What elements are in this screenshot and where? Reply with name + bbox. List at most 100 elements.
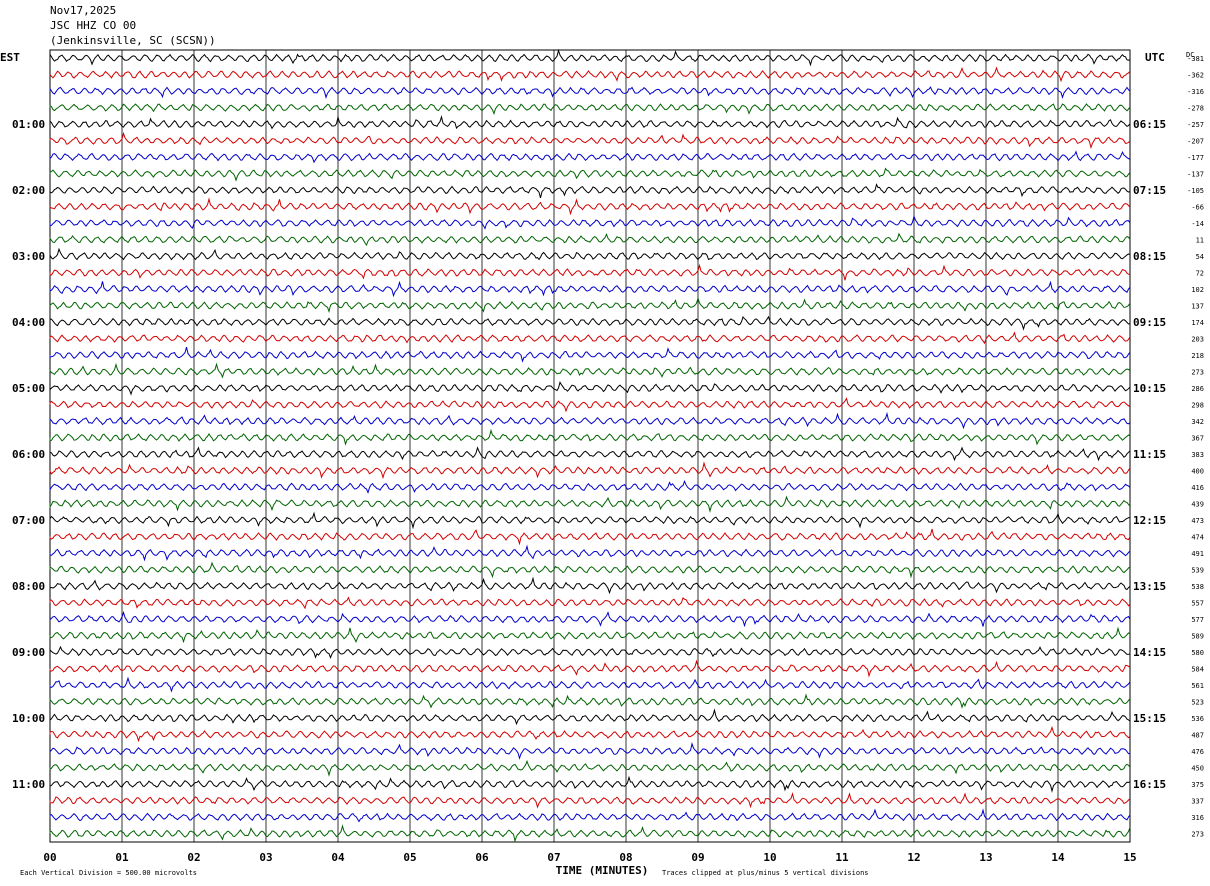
- dc-header-label: DC: [1186, 51, 1194, 59]
- dc-offset-label: 580: [1191, 649, 1204, 657]
- dc-offset-label: 450: [1191, 765, 1204, 773]
- utc-hour-label: 13:15: [1133, 580, 1166, 593]
- dc-offset-label: 273: [1191, 369, 1204, 377]
- seismic-trace: [49, 544, 1131, 562]
- dc-offset-label: 174: [1191, 319, 1204, 327]
- seismic-trace: [49, 362, 1131, 379]
- dc-offset-label: -278: [1187, 105, 1204, 113]
- x-tick-label: 04: [331, 851, 345, 864]
- est-hour-label: 10:00: [12, 712, 45, 725]
- seismic-trace: [49, 428, 1131, 446]
- dc-offset-label: -362: [1187, 72, 1204, 80]
- seismic-trace: [49, 461, 1131, 480]
- dc-offset-label: 54: [1196, 253, 1204, 261]
- est-hour-label: 08:00: [12, 580, 45, 593]
- dc-offset-label: 337: [1191, 798, 1204, 806]
- seismic-trace: [49, 576, 1131, 595]
- est-hour-label: 02:00: [12, 184, 45, 197]
- dc-offset-label: 577: [1191, 616, 1204, 624]
- est-hour-label: 06:00: [12, 448, 45, 461]
- seismic-trace: [49, 596, 1131, 610]
- seismic-trace: [49, 315, 1131, 331]
- seismic-trace: [49, 676, 1131, 693]
- seismic-trace: [49, 808, 1131, 823]
- dc-offset-label: 316: [1191, 814, 1204, 822]
- dc-offset-label: 416: [1191, 484, 1204, 492]
- utc-hour-label: 10:15: [1133, 382, 1166, 395]
- dc-offset-label: 218: [1191, 352, 1204, 360]
- dc-offset-label: 561: [1191, 682, 1204, 690]
- dc-offset-label: 273: [1191, 831, 1204, 839]
- dc-offset-label: 11: [1196, 237, 1204, 245]
- x-tick-label: 09: [691, 851, 704, 864]
- dc-offset-label: 367: [1191, 435, 1204, 443]
- header-station: JSC HHZ CO 00: [50, 19, 137, 32]
- dc-offset-label: -381: [1187, 55, 1204, 63]
- seismic-trace: [49, 381, 1131, 396]
- seismic-trace: [49, 741, 1131, 760]
- dc-offset-label: 400: [1191, 468, 1204, 476]
- dc-offset-label: 137: [1191, 303, 1204, 311]
- dc-offset-label: 523: [1191, 699, 1204, 707]
- x-tick-label: 08: [619, 851, 632, 864]
- utc-hour-label: 12:15: [1133, 514, 1166, 527]
- dc-offset-label: 286: [1191, 385, 1204, 393]
- seismic-trace: [49, 214, 1131, 230]
- dc-offset-label: 102: [1191, 286, 1204, 294]
- seismic-trace: [49, 247, 1131, 261]
- right-timezone-label: UTC: [1145, 51, 1165, 64]
- plot-frame: [49, 49, 1131, 843]
- seismic-trace: [49, 693, 1131, 709]
- x-tick-label: 07: [547, 851, 560, 864]
- dc-offset-label: -137: [1187, 171, 1204, 179]
- x-tick-label: 15: [1123, 851, 1136, 864]
- dc-offset-label: 589: [1191, 633, 1204, 641]
- est-hour-label: 07:00: [12, 514, 45, 527]
- est-hour-label: 05:00: [12, 382, 45, 395]
- utc-hour-label: 11:15: [1133, 448, 1166, 461]
- x-tick-label: 02: [187, 851, 200, 864]
- seismic-trace: [49, 495, 1131, 513]
- left-timezone-label: EST: [0, 51, 20, 64]
- seismic-trace: [49, 66, 1131, 83]
- dc-offset-label: 539: [1191, 567, 1204, 575]
- dc-offset-label: -207: [1187, 138, 1204, 146]
- seismic-trace: [49, 725, 1131, 743]
- est-hour-label: 04:00: [12, 316, 45, 329]
- seismic-trace: [49, 446, 1131, 462]
- dc-offset-label: 342: [1191, 418, 1204, 426]
- utc-hour-label: 07:15: [1133, 184, 1166, 197]
- dc-offset-label: -316: [1187, 88, 1204, 96]
- x-tick-label: 11: [835, 851, 849, 864]
- dc-offset-label: 538: [1191, 583, 1204, 591]
- seismic-trace: [49, 103, 1131, 115]
- dc-offset-label: -14: [1191, 220, 1204, 228]
- seismic-trace: [49, 197, 1131, 216]
- dc-offset-label: 375: [1191, 781, 1204, 789]
- dc-offset-label: -105: [1187, 187, 1204, 195]
- seismic-trace: [49, 131, 1131, 150]
- dc-offset-label: 203: [1191, 336, 1204, 344]
- seismic-trace: [49, 645, 1131, 659]
- seismic-trace: [49, 411, 1131, 430]
- utc-hour-label: 06:15: [1133, 118, 1166, 131]
- est-hour-label: 11:00: [12, 778, 45, 791]
- seismic-trace: [49, 775, 1131, 793]
- seismic-trace: [49, 479, 1131, 494]
- est-hour-label: 09:00: [12, 646, 45, 659]
- seismic-trace: [49, 115, 1131, 130]
- seismic-trace: [49, 511, 1131, 530]
- seismic-trace: [49, 263, 1131, 281]
- header-location: (Jenkinsville, SC (SCSN)): [50, 34, 216, 47]
- seismic-trace: [49, 296, 1131, 314]
- seismic-trace: [49, 346, 1131, 363]
- seismic-trace: [49, 708, 1131, 726]
- seismic-trace: [49, 610, 1131, 628]
- x-tick-label: 13: [979, 851, 992, 864]
- x-tick-label: 14: [1051, 851, 1065, 864]
- utc-hour-label: 16:15: [1133, 778, 1166, 791]
- x-tick-label: 03: [259, 851, 272, 864]
- seismic-trace: [49, 232, 1131, 247]
- dc-offset-label: 584: [1191, 666, 1204, 674]
